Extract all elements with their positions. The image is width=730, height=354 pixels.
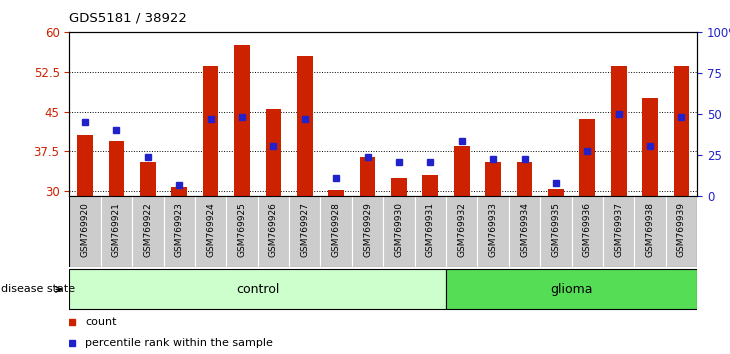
Bar bbox=[132, 196, 164, 267]
Text: control: control bbox=[236, 283, 280, 296]
Text: GSM769932: GSM769932 bbox=[457, 202, 466, 257]
Text: count: count bbox=[85, 317, 117, 327]
Bar bbox=[485, 162, 501, 196]
Text: glioma: glioma bbox=[550, 283, 593, 296]
Bar bbox=[109, 141, 124, 196]
Bar bbox=[172, 187, 187, 196]
Bar bbox=[234, 45, 250, 196]
Bar bbox=[258, 196, 289, 267]
Text: GSM769920: GSM769920 bbox=[80, 202, 90, 257]
Text: GSM769936: GSM769936 bbox=[583, 202, 592, 257]
Text: GSM769927: GSM769927 bbox=[300, 202, 310, 257]
Bar bbox=[77, 135, 93, 196]
Bar bbox=[446, 269, 697, 309]
Text: GSM769933: GSM769933 bbox=[488, 202, 498, 257]
Bar bbox=[320, 196, 352, 267]
Text: GSM769937: GSM769937 bbox=[614, 202, 623, 257]
Text: GSM769930: GSM769930 bbox=[394, 202, 404, 257]
Bar bbox=[101, 196, 132, 267]
Bar bbox=[383, 196, 415, 267]
Bar bbox=[572, 196, 603, 267]
Text: GDS5181 / 38922: GDS5181 / 38922 bbox=[69, 12, 187, 25]
Text: GSM769923: GSM769923 bbox=[174, 202, 184, 257]
Bar bbox=[634, 196, 666, 267]
Bar bbox=[352, 196, 383, 267]
Text: GSM769926: GSM769926 bbox=[269, 202, 278, 257]
Bar bbox=[548, 188, 564, 196]
Text: GSM769924: GSM769924 bbox=[206, 202, 215, 257]
Bar bbox=[477, 196, 509, 267]
Text: GSM769929: GSM769929 bbox=[363, 202, 372, 257]
Bar bbox=[446, 196, 477, 267]
Bar bbox=[391, 178, 407, 196]
Bar bbox=[203, 67, 218, 196]
Bar bbox=[360, 156, 375, 196]
Bar bbox=[328, 190, 344, 196]
Bar bbox=[266, 109, 281, 196]
Text: GSM769925: GSM769925 bbox=[237, 202, 247, 257]
Bar bbox=[415, 196, 446, 267]
Text: GSM769935: GSM769935 bbox=[551, 202, 561, 257]
Bar bbox=[423, 175, 438, 196]
Text: GSM769934: GSM769934 bbox=[520, 202, 529, 257]
Text: GSM769938: GSM769938 bbox=[645, 202, 655, 257]
Bar bbox=[517, 162, 532, 196]
Bar bbox=[580, 120, 595, 196]
Bar bbox=[454, 146, 469, 196]
Bar bbox=[164, 196, 195, 267]
Bar bbox=[642, 98, 658, 196]
Bar bbox=[666, 196, 697, 267]
Text: percentile rank within the sample: percentile rank within the sample bbox=[85, 338, 273, 348]
Bar bbox=[195, 196, 226, 267]
Bar bbox=[297, 56, 312, 196]
Bar bbox=[509, 196, 540, 267]
Text: GSM769928: GSM769928 bbox=[331, 202, 341, 257]
Bar bbox=[226, 196, 258, 267]
Bar bbox=[140, 162, 155, 196]
Text: GSM769939: GSM769939 bbox=[677, 202, 686, 257]
Text: GSM769921: GSM769921 bbox=[112, 202, 121, 257]
Bar bbox=[289, 196, 320, 267]
Bar bbox=[674, 67, 689, 196]
Bar bbox=[611, 67, 626, 196]
Text: GSM769922: GSM769922 bbox=[143, 202, 153, 257]
Bar bbox=[69, 269, 446, 309]
Bar bbox=[603, 196, 634, 267]
Text: disease state: disease state bbox=[1, 284, 75, 295]
Bar bbox=[540, 196, 572, 267]
Bar bbox=[69, 196, 101, 267]
Text: GSM769931: GSM769931 bbox=[426, 202, 435, 257]
